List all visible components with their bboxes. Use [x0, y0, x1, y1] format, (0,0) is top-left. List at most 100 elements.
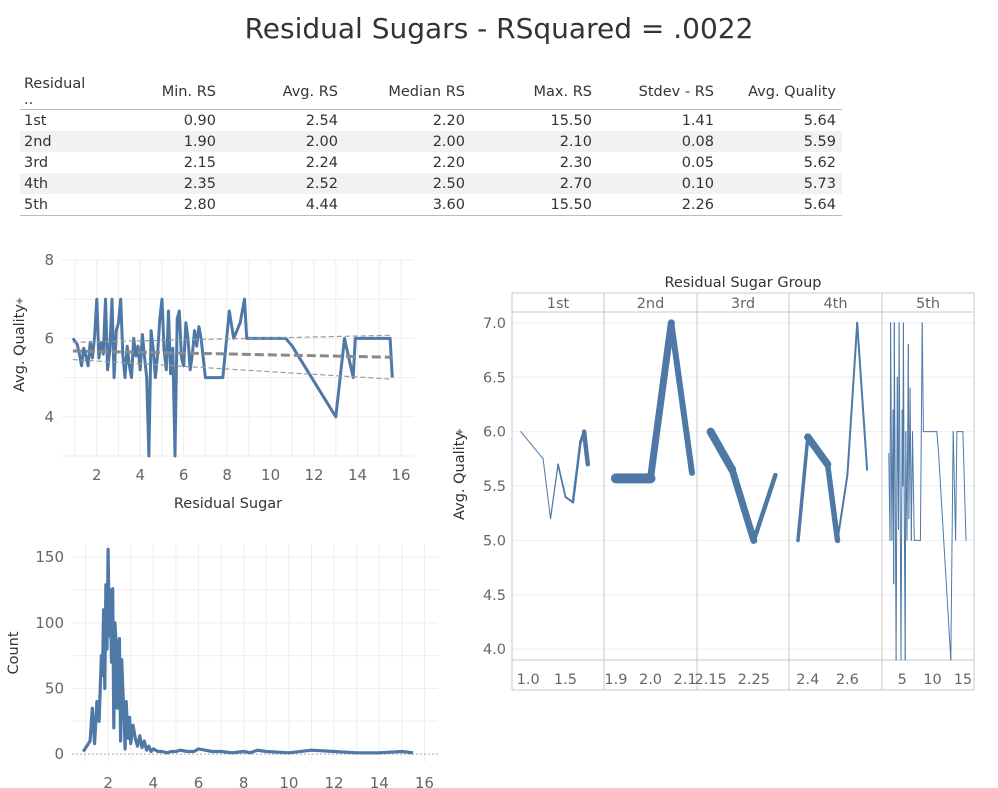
y-tick-label: 4.5: [483, 588, 506, 604]
summary-table: Residual .. Min. RS Avg. RS Median RS Ma…: [20, 76, 842, 216]
y-tick-label: 6.0: [483, 425, 506, 441]
column-header-stdev[interactable]: Stdev - RS: [598, 76, 720, 110]
panel-header-5th: 5th: [916, 296, 940, 312]
table-cell: 4.44: [222, 194, 344, 216]
y-tick-label: 100: [35, 614, 64, 632]
series-segment: [846, 321, 859, 477]
row-label: 1st: [24, 112, 47, 129]
table-row: 5th 2.80 4.44 3.60 15.50 2.26 5.64: [20, 194, 842, 216]
table-cell: 1.41: [681, 112, 714, 129]
series-segment: [557, 463, 567, 498]
x-tick-label: 2.25: [738, 672, 770, 688]
y-tick-label: 4.0: [483, 642, 506, 658]
column-header-avg[interactable]: Avg. RS: [222, 76, 344, 110]
trend-upper-bound: [72, 334, 393, 343]
table-cell: 5.73: [720, 173, 842, 194]
x-tick-label: 2.4: [796, 672, 819, 688]
table-cell: 5.64: [803, 112, 836, 129]
panel-header-3rd: 3rd: [731, 296, 755, 312]
y-tick-label: 6.5: [483, 370, 506, 386]
table-cell: 2.80: [100, 194, 222, 216]
series-segment: [900, 409, 903, 661]
row-label: 3rd: [24, 154, 49, 171]
series-segment: [549, 463, 559, 520]
y-tick-label: 4: [44, 408, 54, 426]
x-tick-label: 12: [305, 466, 324, 484]
column-header-median[interactable]: Median RS: [344, 76, 471, 110]
table-cell: 0.08: [598, 131, 720, 152]
x-tick-label: 16: [415, 774, 434, 788]
series-segment: [728, 466, 758, 544]
panel-header-4th: 4th: [823, 296, 847, 312]
quality-by-group-chart[interactable]: Residual Sugar Group 4.0 4.5 5.0 5.5 6.0 6.5 7.…: [452, 275, 975, 691]
series-segment: [542, 458, 551, 520]
series-segment: [936, 431, 940, 454]
x-tick-label: 2: [103, 774, 113, 788]
panel-header-2nd: 2nd: [637, 296, 665, 312]
table-row: 4th 2.35 2.52 2.50 2.70 0.10 5.73: [20, 173, 842, 194]
trend-line: [72, 349, 393, 359]
y-tick-label: 5.5: [483, 479, 506, 495]
x-tick-label: 4: [149, 774, 159, 788]
y-axis-label: Count: [6, 631, 22, 674]
series-segment: [647, 319, 675, 482]
table-cell: 2.26: [598, 194, 720, 216]
x-tick-label: 1.0: [517, 672, 540, 688]
series-segment: [921, 322, 924, 433]
table-cell: 0.90: [183, 112, 216, 129]
table-cell: 0.10: [598, 173, 720, 194]
table-cell: 3.60: [344, 194, 471, 216]
series-segment: [938, 452, 952, 661]
table-cell: 2.30: [559, 154, 592, 171]
row-label: 5th: [20, 194, 100, 216]
x-tick-label: 4: [135, 466, 145, 484]
y-axis-label: Avg. Quality: [12, 304, 28, 392]
column-header-group[interactable]: Residual ..: [20, 76, 100, 110]
table-row: 2nd 1.90 2.00 2.00 2.10 0.08 5.59: [20, 131, 842, 152]
table-cell: 2.35: [100, 173, 222, 194]
table-cell: 2.10: [471, 131, 598, 152]
column-header-min[interactable]: Min. RS: [100, 76, 222, 110]
count-vs-sugar-chart[interactable]: 2 4 6 8 10 12 14 16 0 50 100 150 Count: [6, 544, 438, 788]
table-cell: 2.70: [471, 173, 598, 194]
table-row: 3rd 2.15 2.24 2.20 2.30 0.05 5.62: [20, 152, 842, 173]
row-label: 2nd: [20, 131, 100, 152]
table-cell: 15.50: [550, 112, 592, 129]
x-tick-label: 1.5: [554, 672, 577, 688]
column-header-quality[interactable]: Avg. Quality: [720, 76, 842, 110]
y-axis-label: Avg. Quality: [452, 432, 468, 520]
series-segment: [955, 431, 958, 541]
table-header-row: Residual .. Min. RS Avg. RS Median RS Ma…: [20, 76, 842, 110]
table-cell: 5.59: [720, 131, 842, 152]
series-segment: [571, 441, 582, 504]
x-tick-label: 14: [370, 774, 389, 788]
x-tick-label: 12: [325, 774, 344, 788]
x-tick-label: 5: [898, 672, 907, 688]
series-segment: [898, 322, 901, 541]
series-segment: [912, 431, 915, 541]
x-tick-label: 16: [391, 466, 410, 484]
table-cell: 5.62: [803, 154, 836, 171]
x-tick-label: 2.0: [639, 672, 662, 688]
table-cell: 1.90: [100, 131, 222, 152]
series-segment: [796, 435, 810, 543]
table-cell: 2.15: [183, 154, 216, 171]
table-cell: 2.24: [305, 154, 338, 171]
trend-lower-bound: [72, 358, 393, 380]
x-tick-label: 1.9: [604, 672, 627, 688]
quality-vs-sugar-chart[interactable]: 2 4 6 8 10 12 14 16 4 6 8 Residual Sugar Avg. Qualit…: [12, 251, 414, 512]
series-segment: [952, 431, 957, 541]
x-axis-label: Residual Sugar: [174, 496, 282, 512]
series-segment: [890, 322, 893, 541]
table-cell: 2.52: [222, 173, 344, 194]
series-segment: [668, 319, 695, 476]
series-segment: [804, 433, 832, 469]
series-segment: [564, 495, 574, 504]
y-tick-label: 0: [54, 745, 64, 763]
x-tick-label: 8: [222, 466, 232, 484]
series-segment: [950, 431, 954, 661]
x-tick-label: 6: [194, 774, 204, 788]
column-header-max[interactable]: Max. RS: [471, 76, 598, 110]
series-segment: [836, 474, 849, 542]
